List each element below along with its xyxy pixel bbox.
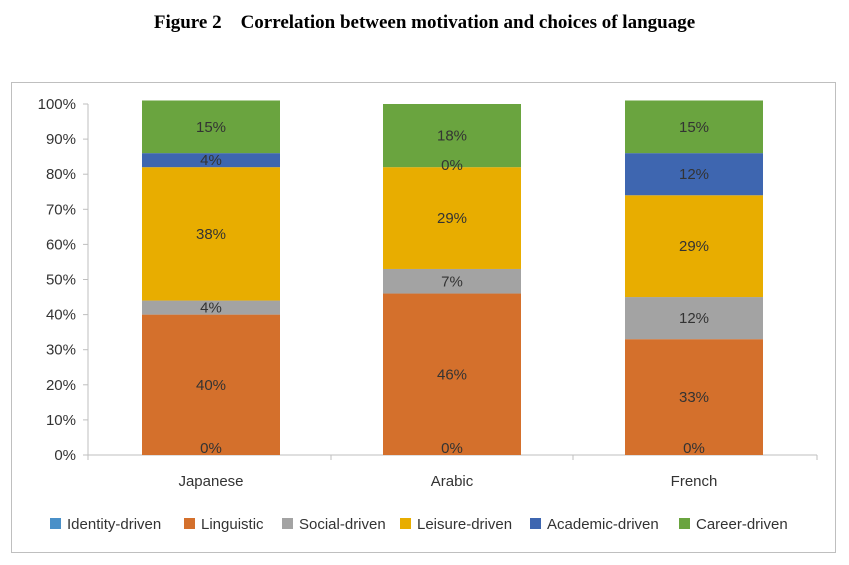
data-label: 0% xyxy=(683,440,705,457)
legend-swatch xyxy=(184,518,195,529)
y-tick-label: 50% xyxy=(46,272,76,289)
x-category-label: French xyxy=(671,473,718,490)
bar-segment xyxy=(625,297,763,340)
y-tick-label: 100% xyxy=(38,96,76,113)
y-tick-label: 70% xyxy=(46,201,76,218)
y-tick-label: 20% xyxy=(46,377,76,394)
data-label: 0% xyxy=(441,157,463,174)
bar-segment xyxy=(142,153,280,168)
data-label: 4% xyxy=(200,152,222,169)
data-labels: 0% 40% 4% 38% 4% 15% 0% 46% 7% 29% 0% 18% 0% 33% 12% 29… xyxy=(196,119,709,457)
legend-label: Linguistic xyxy=(201,516,264,533)
legend-swatch xyxy=(50,518,61,529)
y-tick-label: 10% xyxy=(46,412,76,429)
legend-swatch xyxy=(400,518,411,529)
bar-segment xyxy=(142,314,280,455)
x-category-label: Japanese xyxy=(178,473,243,490)
bar-segment xyxy=(625,100,763,154)
y-tick-label: 60% xyxy=(46,236,76,253)
bar-segment xyxy=(383,104,521,168)
y-tick-label: 80% xyxy=(46,166,76,183)
bar-segment xyxy=(625,153,763,196)
legend-swatch xyxy=(282,518,293,529)
legend: Identity-driven Linguistic Social-driven Le… xyxy=(50,516,788,533)
data-label: 33% xyxy=(679,389,709,406)
axes: 0% 10% 20% 30% 40% 50% 60% 70% 80% 90% 100% Japanes… xyxy=(38,96,818,490)
data-label: 15% xyxy=(196,119,226,136)
bar-segment xyxy=(142,100,280,154)
data-label: 7% xyxy=(441,273,463,290)
legend-label: Academic-driven xyxy=(547,516,659,533)
y-tick-label: 40% xyxy=(46,307,76,324)
data-label: 18% xyxy=(437,128,467,145)
data-label: 12% xyxy=(679,310,709,327)
data-label: 29% xyxy=(679,238,709,255)
y-tick-label: 90% xyxy=(46,131,76,148)
legend-label: Identity-driven xyxy=(67,516,161,533)
x-category-label: Arabic xyxy=(431,473,474,490)
data-label: 0% xyxy=(200,440,222,457)
legend-swatch xyxy=(530,518,541,529)
data-label: 4% xyxy=(200,300,222,317)
bar-segment xyxy=(383,167,521,269)
legend-label: Social-driven xyxy=(299,516,386,533)
figure-title: Figure 2 Correlation between motivation … xyxy=(153,12,696,33)
data-label: 12% xyxy=(679,166,709,183)
bars xyxy=(142,100,763,455)
data-label: 38% xyxy=(196,226,226,243)
legend-swatch xyxy=(679,518,690,529)
legend-label: Career-driven xyxy=(696,516,788,533)
bar-segment xyxy=(142,167,280,301)
y-tick-label: 30% xyxy=(46,342,76,359)
data-label: 0% xyxy=(441,440,463,457)
bar-segment xyxy=(625,195,763,298)
bar-segment xyxy=(625,339,763,455)
bar-segment xyxy=(383,293,521,455)
data-label: 15% xyxy=(679,119,709,136)
bar-segment xyxy=(142,300,280,315)
data-label: 46% xyxy=(437,366,467,383)
data-label: 29% xyxy=(437,210,467,227)
bar-segment xyxy=(383,268,521,294)
data-label: 40% xyxy=(196,377,226,394)
y-tick-label: 0% xyxy=(54,447,76,464)
legend-label: Leisure-driven xyxy=(417,516,512,533)
